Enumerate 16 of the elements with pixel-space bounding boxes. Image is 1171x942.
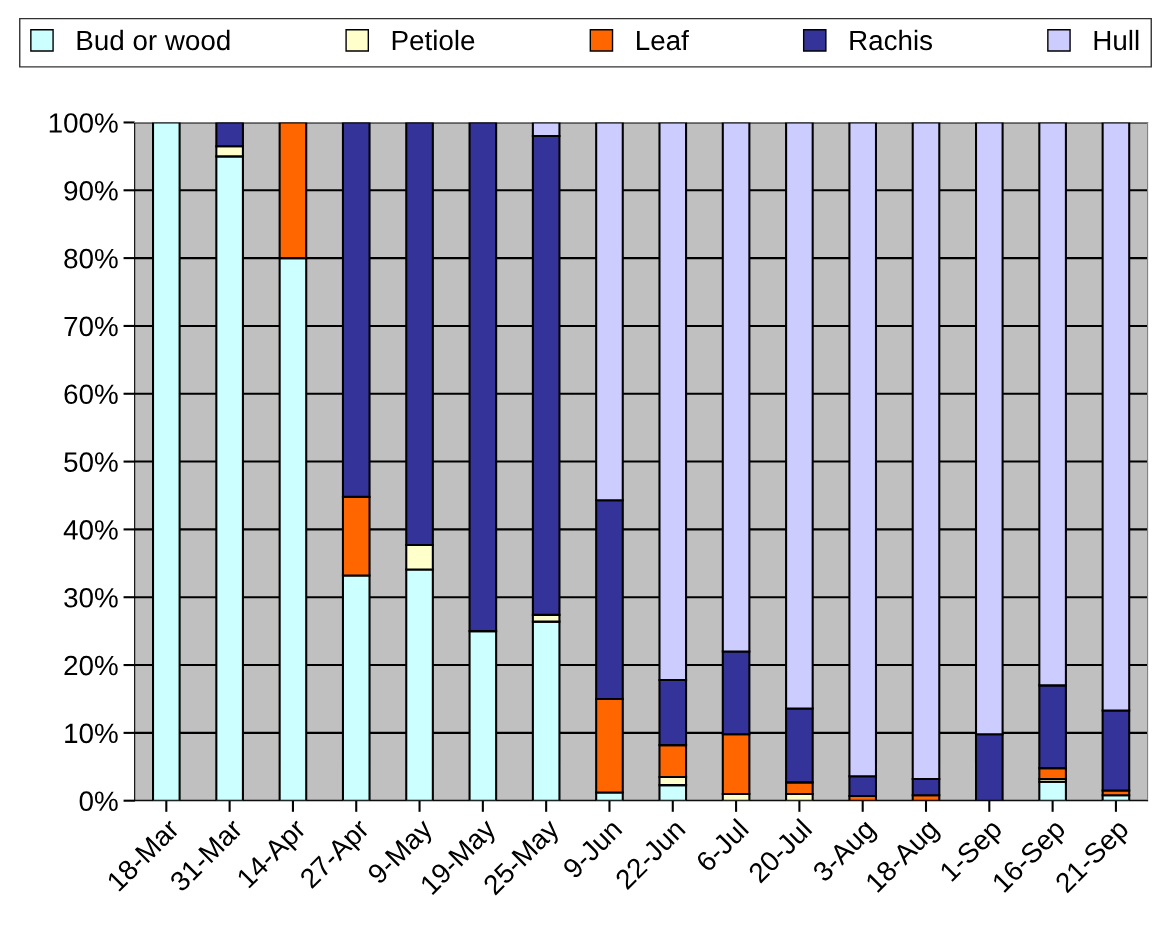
y-tick-label: 50%: [64, 452, 118, 472]
y-tick-label: 40%: [63, 520, 118, 540]
legend-label: Petiole: [392, 29, 475, 51]
y-tick-label: 80%: [64, 248, 118, 269]
legend-label: Leaf: [637, 29, 689, 51]
y-tick-label: 70%: [64, 316, 118, 337]
legend-label: Bud or wood: [77, 29, 230, 51]
legend-label: Rachis: [850, 29, 933, 51]
y-tick-label: 0%: [79, 791, 118, 812]
y-tick-label: 60%: [64, 384, 118, 405]
y-tick-label: 100%: [49, 113, 118, 133]
legend-label: Hull: [1094, 29, 1139, 51]
y-tick-label: 30%: [64, 587, 118, 608]
y-tick-label: 90%: [64, 180, 118, 201]
y-tick-label: 10%: [65, 723, 118, 744]
y-tick-label: 20%: [64, 655, 118, 676]
